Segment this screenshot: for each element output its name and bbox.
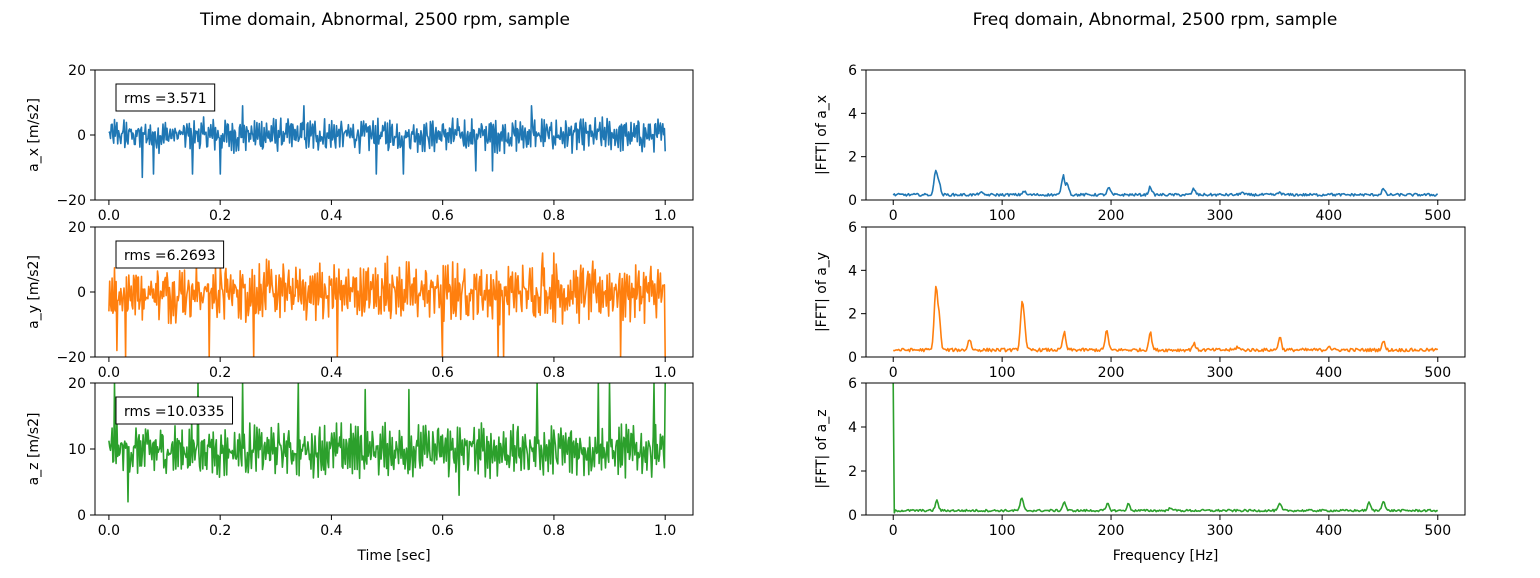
x-tick-label: 400 <box>1315 523 1342 539</box>
x-tick-label: 0.2 <box>209 208 231 224</box>
x-tick-label: 0.4 <box>320 208 342 224</box>
rms-annotation-box <box>115 83 216 112</box>
y-tick-label: 6 <box>848 63 857 79</box>
y-tick-label: 20 <box>68 63 86 79</box>
y-tick-label: 2 <box>848 150 857 166</box>
x-tick-label: 0.6 <box>432 365 454 381</box>
x-tick-label: 200 <box>1098 523 1125 539</box>
x-tick-label: 1.0 <box>654 365 676 381</box>
y-tick-label: 4 <box>848 106 857 122</box>
x-tick-label: 0 <box>889 365 898 381</box>
x-tick-label: 0.0 <box>98 208 120 224</box>
x-tick-label: 500 <box>1424 365 1451 381</box>
x-tick-label: 0.2 <box>209 365 231 381</box>
y-tick-label: 0 <box>848 508 857 524</box>
y-tick-label: 0 <box>77 508 86 524</box>
y-tick-label: −20 <box>56 193 86 209</box>
rms-annotation: rms =10.0335 <box>115 396 234 425</box>
x-tick-label: 0.0 <box>98 523 120 539</box>
y-tick-label: 0 <box>848 350 857 366</box>
y-tick-label: −20 <box>56 350 86 366</box>
x-tick-label: 0.8 <box>543 208 565 224</box>
x-tick-label: 0.8 <box>543 523 565 539</box>
x-tick-label: 100 <box>989 523 1016 539</box>
x-tick-label: 0.6 <box>432 208 454 224</box>
x-tick-label: 300 <box>1207 523 1234 539</box>
x-tick-label: 0.6 <box>432 523 454 539</box>
x-tick-label: 0.0 <box>98 365 120 381</box>
y-tick-label: 2 <box>848 307 857 323</box>
subplot-5: 0 100 200 300 400 500 0 2 4 6 |FFT| of a_y <box>814 220 1466 381</box>
x-tick-label: 300 <box>1207 365 1234 381</box>
y-axis-label: a_y [m/s2] <box>26 255 42 329</box>
x-tick-label: 1.0 <box>654 208 676 224</box>
x-tick-label: 0.2 <box>209 523 231 539</box>
rms-annotation-box <box>115 240 225 269</box>
y-axis-label: |FFT| of a_z <box>814 409 830 488</box>
rms-annotation: rms =6.2693 <box>115 240 225 269</box>
rms-annotation-text: rms =10.0335 <box>124 404 225 420</box>
x-tick-label: 500 <box>1424 523 1451 539</box>
series-line <box>892 383 1438 514</box>
series-line <box>108 252 666 357</box>
y-tick-label: 20 <box>68 220 86 236</box>
x-tick-label: 100 <box>989 208 1016 224</box>
y-tick-label: 6 <box>848 376 857 392</box>
y-tick-label: 2 <box>848 464 857 480</box>
series-line <box>108 105 666 179</box>
chart-title: Time domain, Abnormal, 2500 rpm, sample <box>199 10 570 30</box>
y-tick-label: 20 <box>68 376 86 392</box>
y-tick-label: 0 <box>77 285 86 301</box>
rms-annotation-text: rms =3.571 <box>124 91 207 107</box>
x-axis-label: Time [sec] <box>356 548 430 564</box>
y-tick-label: 0 <box>848 193 857 209</box>
x-tick-label: 0 <box>889 208 898 224</box>
plot-frame <box>865 226 1466 358</box>
plot-frame <box>865 69 1466 201</box>
x-tick-label: 500 <box>1424 208 1451 224</box>
x-tick-label: 1.0 <box>654 523 676 539</box>
y-tick-label: 4 <box>848 263 857 279</box>
series-line <box>108 383 666 503</box>
subplot-1: Time domain, Abnormal, 2500 rpm, sample 0… <box>26 10 694 224</box>
series-line <box>892 285 1439 353</box>
x-axis-label: Frequency [Hz] <box>1113 548 1219 564</box>
x-tick-label: 300 <box>1207 208 1234 224</box>
subplot-2: 0.0 0.2 0.4 0.6 0.8 1.0 −20 0 20 a_y [m/s2] rms =6… <box>26 220 694 381</box>
series-line <box>892 169 1438 197</box>
x-tick-label: 400 <box>1315 365 1342 381</box>
rms-annotation-text: rms =6.2693 <box>124 248 216 264</box>
y-tick-label: 10 <box>68 442 86 458</box>
x-tick-label: 200 <box>1098 208 1125 224</box>
subplot-3: 0.0 0.2 0.4 0.6 0.8 1.0 0 10 20 a_z [m/s2] Time [s… <box>26 376 694 564</box>
subplot-4: Freq domain, Abnormal, 2500 rpm, sample 0… <box>814 10 1466 224</box>
x-tick-label: 100 <box>989 365 1016 381</box>
x-tick-label: 400 <box>1315 208 1342 224</box>
rms-annotation: rms =3.571 <box>115 83 216 112</box>
y-axis-label: |FFT| of a_y <box>814 252 830 332</box>
x-tick-label: 200 <box>1098 365 1125 381</box>
y-tick-label: 0 <box>77 128 86 144</box>
y-axis-label: a_x [m/s2] <box>26 98 42 172</box>
x-tick-label: 0.8 <box>543 365 565 381</box>
subplot-6: 0 100 200 300 400 500 0 2 4 6 |FFT| of a_z Frequenc… <box>814 376 1466 564</box>
y-tick-label: 4 <box>848 420 857 436</box>
y-axis-label: |FFT| of a_x <box>814 95 830 175</box>
x-tick-label: 0.4 <box>320 365 342 381</box>
plot-frame <box>865 382 1466 516</box>
y-tick-label: 6 <box>848 220 857 236</box>
y-axis-label: a_z [m/s2] <box>26 413 42 486</box>
chart-title: Freq domain, Abnormal, 2500 rpm, sample <box>973 10 1338 30</box>
rms-annotation-box <box>115 396 234 425</box>
x-tick-label: 0 <box>889 523 898 539</box>
x-tick-label: 0.4 <box>320 523 342 539</box>
